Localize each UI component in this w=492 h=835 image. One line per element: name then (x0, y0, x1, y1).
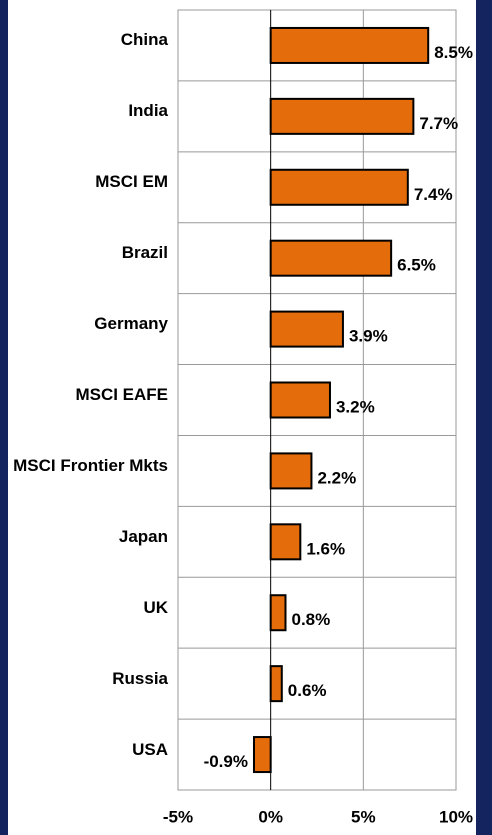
bar (269, 523, 302, 561)
x-tick-label: 0% (258, 807, 283, 826)
data-label: 3.2% (336, 397, 375, 416)
bar (269, 452, 313, 490)
category-label: Brazil (121, 243, 168, 263)
data-label: -0.9% (204, 752, 248, 771)
category-label: Russia (112, 668, 168, 688)
category-label: Japan (118, 526, 168, 546)
x-tick-label: 10% (439, 807, 473, 826)
bar (269, 594, 287, 632)
data-label: 7.4% (414, 185, 453, 204)
x-tick-label: 5% (351, 807, 376, 826)
x-tick-label: -5% (163, 807, 193, 826)
bar (269, 665, 283, 703)
category-label: MSCI EM (95, 172, 168, 192)
bar (269, 26, 430, 64)
category-label: China (120, 30, 168, 50)
data-label: 1.6% (306, 539, 345, 558)
data-label: 6.5% (397, 256, 436, 275)
bar (269, 97, 415, 135)
category-label: MSCI EAFE (75, 385, 168, 404)
bar (269, 310, 344, 348)
bar (269, 168, 409, 206)
category-label: MSCI Frontier Mkts (13, 455, 168, 475)
category-label: UK (143, 597, 168, 617)
data-label: 3.9% (349, 327, 388, 346)
bar (252, 736, 272, 774)
category-label: USA (132, 739, 168, 759)
data-label: 7.7% (419, 114, 458, 133)
category-label: Germany (94, 314, 168, 334)
data-label: 8.5% (434, 43, 473, 62)
data-label: 2.2% (317, 468, 356, 487)
bar (269, 381, 331, 419)
data-label: 0.8% (291, 610, 330, 629)
data-label: 0.6% (288, 681, 327, 700)
bar (269, 239, 393, 277)
category-label: India (128, 101, 168, 121)
